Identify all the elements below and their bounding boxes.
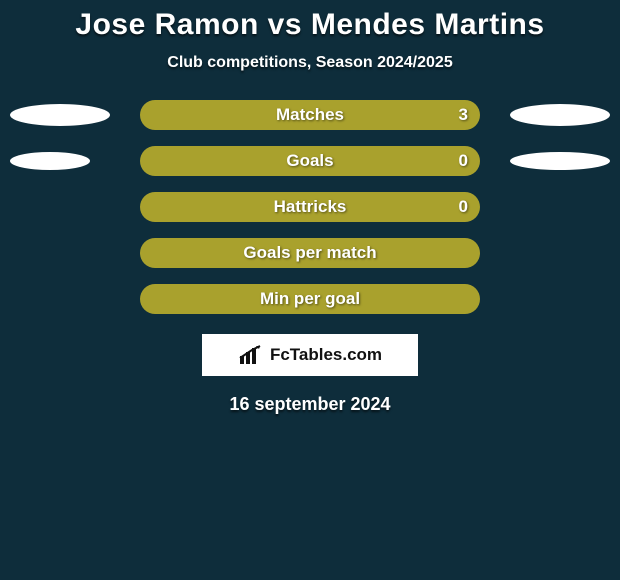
stat-row: Min per goal — [0, 284, 620, 314]
stat-value: 3 — [459, 105, 468, 125]
stat-row: Goals per match — [0, 238, 620, 268]
comparison-subtitle: Club competitions, Season 2024/2025 — [0, 54, 620, 72]
stat-bar: Matches 3 — [140, 100, 480, 130]
left-player-marker — [10, 152, 90, 170]
stat-label: Hattricks — [274, 197, 347, 217]
generated-date: 16 september 2024 — [0, 394, 620, 415]
stat-bar: Hattricks 0 — [140, 192, 480, 222]
stat-row: Matches 3 — [0, 100, 620, 130]
stat-bar: Goals per match — [140, 238, 480, 268]
stat-rows: Matches 3 Goals 0 Hattricks 0 Goals per match M… — [0, 100, 620, 314]
stat-value: 0 — [459, 151, 468, 171]
stat-row: Goals 0 — [0, 146, 620, 176]
stat-label: Goals per match — [243, 243, 376, 263]
stat-bar: Min per goal — [140, 284, 480, 314]
bar-chart-icon — [238, 344, 264, 366]
brand-text: FcTables.com — [270, 345, 382, 365]
brand-badge: FcTables.com — [202, 334, 418, 376]
stat-bar: Goals 0 — [140, 146, 480, 176]
comparison-card: { "page": { "width": 620, "height": 580,… — [0, 0, 620, 580]
stat-label: Min per goal — [260, 289, 360, 309]
stat-label: Matches — [276, 105, 344, 125]
right-player-marker — [510, 104, 610, 126]
stat-label: Goals — [286, 151, 333, 171]
comparison-title: Jose Ramon vs Mendes Martins — [0, 0, 620, 42]
right-player-marker — [510, 152, 610, 170]
stat-value: 0 — [459, 197, 468, 217]
stat-row: Hattricks 0 — [0, 192, 620, 222]
left-player-marker — [10, 104, 110, 126]
